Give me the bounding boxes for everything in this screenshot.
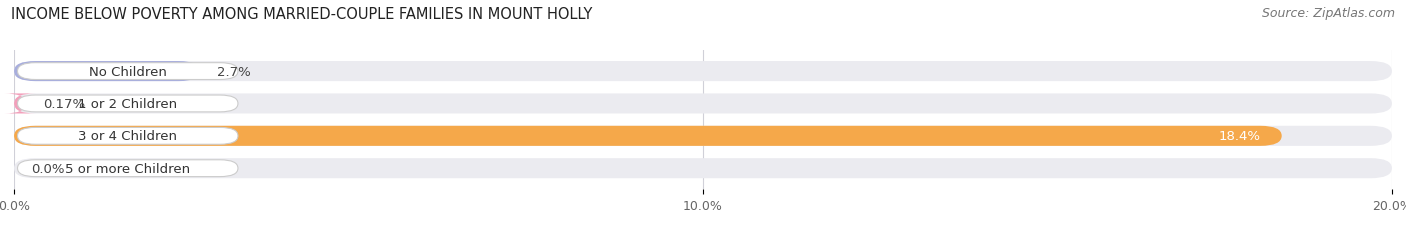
Text: 5 or more Children: 5 or more Children [65, 162, 190, 175]
FancyBboxPatch shape [14, 158, 1392, 179]
Text: 18.4%: 18.4% [1219, 130, 1261, 143]
Text: No Children: No Children [89, 65, 167, 78]
Text: 2.7%: 2.7% [218, 65, 252, 78]
Text: 0.0%: 0.0% [31, 162, 65, 175]
Text: 1 or 2 Children: 1 or 2 Children [79, 97, 177, 110]
FancyBboxPatch shape [17, 96, 238, 112]
FancyBboxPatch shape [14, 62, 200, 82]
FancyBboxPatch shape [14, 126, 1392, 146]
FancyBboxPatch shape [17, 160, 238, 177]
FancyBboxPatch shape [14, 126, 1282, 146]
FancyBboxPatch shape [14, 94, 1392, 114]
FancyBboxPatch shape [17, 128, 238, 145]
FancyBboxPatch shape [14, 62, 1392, 82]
FancyBboxPatch shape [17, 63, 238, 80]
FancyBboxPatch shape [4, 94, 35, 114]
Text: Source: ZipAtlas.com: Source: ZipAtlas.com [1261, 7, 1395, 20]
Text: 3 or 4 Children: 3 or 4 Children [79, 130, 177, 143]
Text: INCOME BELOW POVERTY AMONG MARRIED-COUPLE FAMILIES IN MOUNT HOLLY: INCOME BELOW POVERTY AMONG MARRIED-COUPL… [11, 7, 592, 22]
Text: 0.17%: 0.17% [44, 97, 86, 110]
